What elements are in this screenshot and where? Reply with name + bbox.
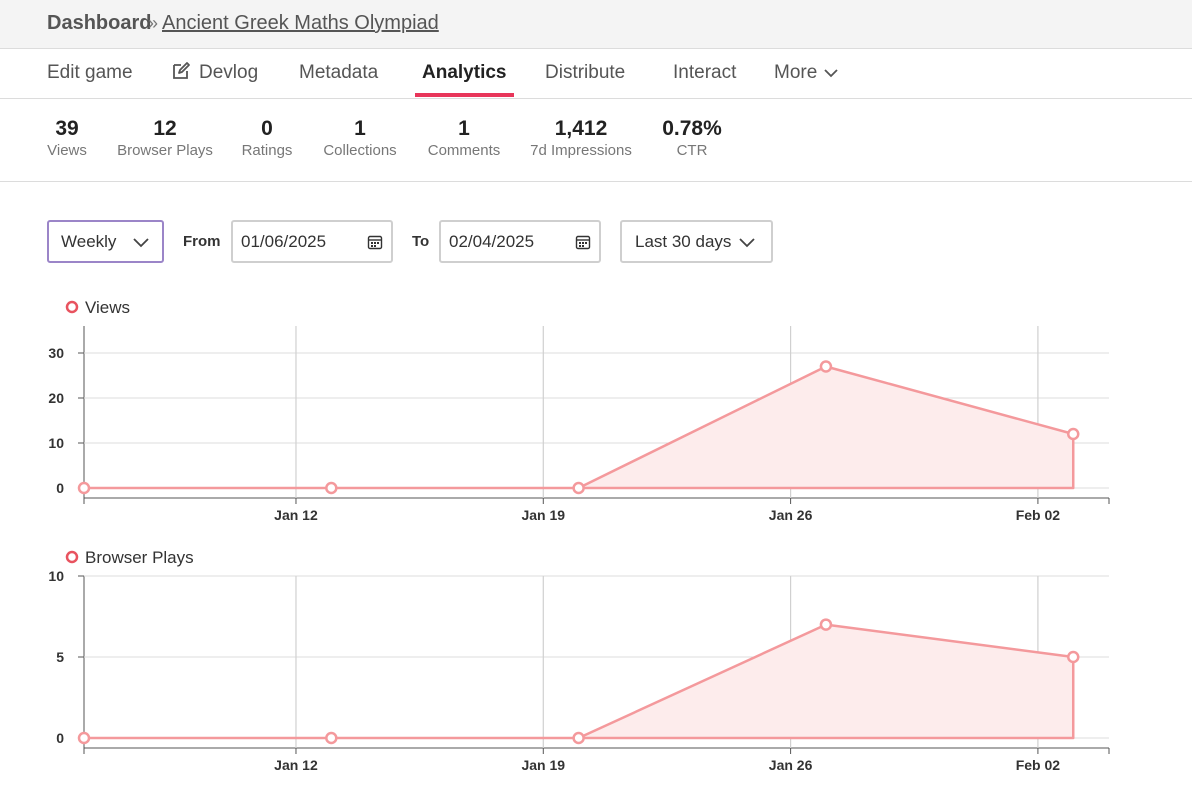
data-point bbox=[1066, 427, 1080, 441]
x-tick-label: Jan 26 bbox=[769, 757, 813, 773]
data-point bbox=[77, 481, 91, 495]
stat-value: 0 bbox=[261, 117, 273, 140]
range-select-value: Last 30 days bbox=[635, 232, 732, 251]
stat-label: Browser Plays bbox=[117, 142, 213, 159]
breadcrumb-dashboard-link[interactable]: Dashboard bbox=[47, 12, 152, 34]
stat-label: Ratings bbox=[241, 142, 293, 159]
chevron-down-icon bbox=[133, 238, 149, 248]
x-tick-label: Jan 19 bbox=[521, 757, 565, 773]
data-point bbox=[572, 481, 585, 495]
stat-label: Views bbox=[47, 142, 87, 159]
interval-select-value: Weekly bbox=[61, 232, 117, 251]
legend-marker bbox=[65, 300, 79, 314]
tab-interact[interactable]: Interact bbox=[673, 62, 737, 83]
calendar-icon[interactable] bbox=[575, 234, 591, 250]
y-tick-label: 0 bbox=[56, 480, 64, 496]
to-date-value: 02/04/2025 bbox=[449, 232, 535, 251]
chart-1: Browser Plays 0 5 10 Jan 12 Jan 19 Jan 26 Feb 0… bbox=[48, 548, 1110, 773]
stat-views: 39 Views bbox=[40, 117, 94, 161]
stat-value: 12 bbox=[153, 117, 177, 140]
data-point bbox=[325, 731, 338, 745]
stat-browser-plays: 12 Browser Plays bbox=[110, 117, 220, 161]
data-point bbox=[325, 481, 338, 495]
tab-distribute[interactable]: Distribute bbox=[545, 62, 626, 83]
tab-bar: Edit game Devlog Metadata Analytics Dist… bbox=[0, 49, 1192, 99]
y-tick-label: 20 bbox=[48, 390, 64, 406]
chevron-down-icon bbox=[823, 69, 838, 78]
series-area bbox=[84, 366, 1074, 488]
interval-select[interactable]: Weekly bbox=[47, 220, 164, 263]
data-point bbox=[572, 731, 585, 745]
stat-label: Collections bbox=[323, 142, 397, 159]
to-date-input[interactable]: 02/04/2025 bbox=[439, 220, 601, 263]
chevron-down-icon bbox=[739, 238, 755, 248]
from-label: From bbox=[183, 233, 221, 250]
x-tick-label: Jan 12 bbox=[274, 507, 318, 523]
x-tick-label: Jan 26 bbox=[769, 507, 813, 523]
x-tick-label: Jan 19 bbox=[521, 507, 565, 523]
stat-value: 1 bbox=[458, 117, 470, 140]
data-point bbox=[77, 731, 91, 745]
legend-label: Views bbox=[85, 298, 130, 317]
range-select[interactable]: Last 30 days bbox=[620, 220, 773, 263]
stat-comments: 1 Comments bbox=[422, 117, 506, 161]
x-tick-label: Jan 12 bbox=[274, 757, 318, 773]
from-date-input[interactable]: 01/06/2025 bbox=[231, 220, 393, 263]
calendar-icon[interactable] bbox=[367, 234, 383, 250]
stats-summary: 39 Views 12 Browser Plays 0 Ratings 1 Co… bbox=[0, 99, 1192, 182]
chart-0: Views 0 10 20 30 Jan 12 Jan 19 Jan 26 Feb 02 bbox=[48, 298, 1110, 523]
data-point bbox=[819, 360, 833, 373]
data-point bbox=[1066, 650, 1080, 664]
breadcrumb: Dashboard » Ancient Greek Maths Olympiad bbox=[0, 0, 1192, 49]
stat-value: 1 bbox=[354, 117, 366, 140]
breadcrumb-separator: » bbox=[148, 13, 159, 33]
stat-label: Comments bbox=[427, 142, 501, 159]
stat-collections: 1 Collections bbox=[316, 117, 404, 161]
tab-more[interactable]: More bbox=[774, 62, 839, 84]
active-tab-indicator bbox=[415, 93, 514, 97]
stat-value: 1,412 bbox=[554, 117, 608, 140]
stat-label: CTR bbox=[676, 142, 708, 159]
tab-devlog[interactable]: Devlog bbox=[199, 62, 259, 83]
data-point bbox=[819, 618, 833, 631]
y-tick-label: 10 bbox=[48, 568, 64, 584]
stat-ctr: 0.78% CTR bbox=[654, 117, 730, 161]
to-label: To bbox=[412, 233, 430, 250]
stat-7d-impressions: 1,412 7d Impressions bbox=[524, 117, 638, 161]
y-tick-label: 30 bbox=[48, 345, 64, 361]
tab-metadata[interactable]: Metadata bbox=[299, 62, 379, 83]
legend-label: Browser Plays bbox=[85, 548, 194, 567]
stat-label: 7d Impressions bbox=[530, 142, 632, 159]
legend-marker bbox=[65, 550, 79, 564]
series-area bbox=[84, 624, 1074, 738]
stat-ratings: 0 Ratings bbox=[236, 117, 298, 161]
y-tick-label: 0 bbox=[56, 730, 64, 746]
tab-more-label: More bbox=[774, 62, 818, 83]
stat-value: 0.78% bbox=[662, 117, 722, 140]
x-tick-label: Feb 02 bbox=[1016, 757, 1061, 773]
edit-icon bbox=[173, 62, 190, 79]
y-tick-label: 10 bbox=[48, 435, 64, 451]
tab-analytics[interactable]: Analytics bbox=[422, 62, 507, 83]
from-date-value: 01/06/2025 bbox=[241, 232, 327, 251]
stat-value: 39 bbox=[55, 117, 79, 140]
breadcrumb-game-link[interactable]: Ancient Greek Maths Olympiad bbox=[162, 12, 439, 34]
x-tick-label: Feb 02 bbox=[1016, 507, 1061, 523]
tab-edit-game[interactable]: Edit game bbox=[47, 62, 133, 83]
y-tick-label: 5 bbox=[56, 649, 64, 665]
